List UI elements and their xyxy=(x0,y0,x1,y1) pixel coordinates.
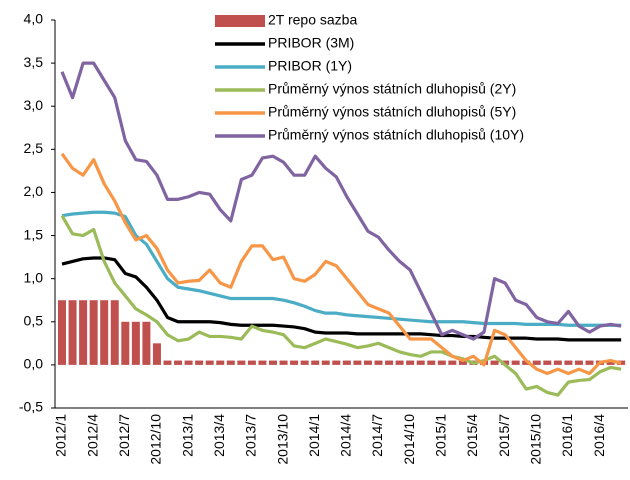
bar xyxy=(532,360,541,365)
bar xyxy=(300,360,309,365)
y-tick-label: 4,0 xyxy=(24,11,44,27)
x-tick-label: 2013/7 xyxy=(243,414,259,457)
x-tick-label: 2014/7 xyxy=(369,414,385,457)
legend-label: PRIBOR (3M) xyxy=(268,35,354,51)
bar xyxy=(100,300,109,365)
x-tick-label: 2016/4 xyxy=(591,414,607,457)
bar xyxy=(279,360,288,365)
x-tick-label: 2012/7 xyxy=(116,414,132,457)
bar xyxy=(585,360,594,365)
y-tick-label: 3,5 xyxy=(24,54,44,70)
bar xyxy=(342,360,351,365)
bar xyxy=(458,360,467,365)
x-tick-label: 2012/10 xyxy=(148,414,164,465)
bar xyxy=(152,343,161,365)
y-tick-label: 2,5 xyxy=(24,140,44,156)
legend-label: Průměrný výnos státních dluhopisů (2Y) xyxy=(268,81,516,97)
bar xyxy=(385,360,394,365)
x-tick-label: 2015/1 xyxy=(433,414,449,457)
bar xyxy=(522,360,531,365)
bar xyxy=(131,321,140,365)
x-tick-label: 2014/1 xyxy=(306,414,322,457)
bar xyxy=(216,360,225,365)
legend-label: PRIBOR (1Y) xyxy=(268,58,352,74)
bar xyxy=(448,360,457,365)
bar xyxy=(290,360,299,365)
bar xyxy=(501,360,510,365)
bar xyxy=(332,360,341,365)
x-tick-label: 2015/7 xyxy=(496,414,512,457)
line xyxy=(61,256,622,342)
legend-label: Průměrný výnos státních dluhopisů (10Y) xyxy=(268,127,524,143)
bar xyxy=(490,360,499,365)
x-tick-label: 2012/1 xyxy=(53,414,69,457)
bar xyxy=(184,360,193,365)
legend-swatch xyxy=(215,15,265,27)
bar xyxy=(121,321,130,365)
bar xyxy=(110,300,119,365)
legend-label: Průměrný výnos státních dluhopisů (5Y) xyxy=(268,104,516,120)
line xyxy=(61,210,622,327)
bar xyxy=(58,300,66,365)
bar xyxy=(195,360,204,365)
legend-label: 2T repo sazba xyxy=(268,12,357,28)
bar xyxy=(68,300,77,365)
bar xyxy=(247,360,256,365)
bar xyxy=(374,360,383,365)
bar xyxy=(511,360,520,365)
bar xyxy=(269,360,277,365)
bar xyxy=(574,360,583,365)
line xyxy=(60,61,622,341)
bar xyxy=(163,360,172,365)
x-tick-label: 2013/1 xyxy=(179,414,195,457)
y-tick-label: 3,0 xyxy=(24,97,44,113)
bar xyxy=(311,360,320,365)
x-tick-label: 2015/10 xyxy=(527,414,543,465)
y-tick-label: 1,0 xyxy=(24,269,44,285)
bar xyxy=(237,360,246,365)
line xyxy=(60,214,622,397)
bar xyxy=(89,300,98,365)
bar xyxy=(437,360,446,365)
y-tick-label: 0,0 xyxy=(24,356,44,372)
bar xyxy=(205,360,214,365)
bar xyxy=(395,360,404,365)
bar xyxy=(353,360,362,365)
bar xyxy=(553,360,562,365)
x-tick-label: 2015/4 xyxy=(464,414,480,457)
x-tick-label: 2013/4 xyxy=(211,414,227,457)
x-tick-label: 2014/4 xyxy=(338,414,354,457)
bar xyxy=(363,360,372,365)
bar xyxy=(226,360,235,365)
bar xyxy=(321,360,330,365)
bar xyxy=(406,360,415,365)
y-tick-label: 0,5 xyxy=(24,312,44,328)
line xyxy=(60,152,622,376)
bar xyxy=(79,300,88,365)
x-tick-label: 2012/4 xyxy=(84,414,100,457)
y-tick-label: 2,0 xyxy=(24,183,44,199)
bar xyxy=(142,321,151,365)
bar xyxy=(258,360,267,365)
bar xyxy=(564,360,573,365)
y-tick-label: 1,5 xyxy=(24,226,44,242)
y-tick-label: -0,5 xyxy=(19,399,43,415)
bar xyxy=(427,360,436,365)
bar xyxy=(606,360,615,365)
x-tick-label: 2013/10 xyxy=(274,414,290,465)
bar xyxy=(174,360,183,365)
x-tick-label: 2016/1 xyxy=(559,414,575,457)
bar xyxy=(416,360,425,365)
x-tick-label: 2014/10 xyxy=(401,414,417,465)
bar xyxy=(543,360,552,365)
